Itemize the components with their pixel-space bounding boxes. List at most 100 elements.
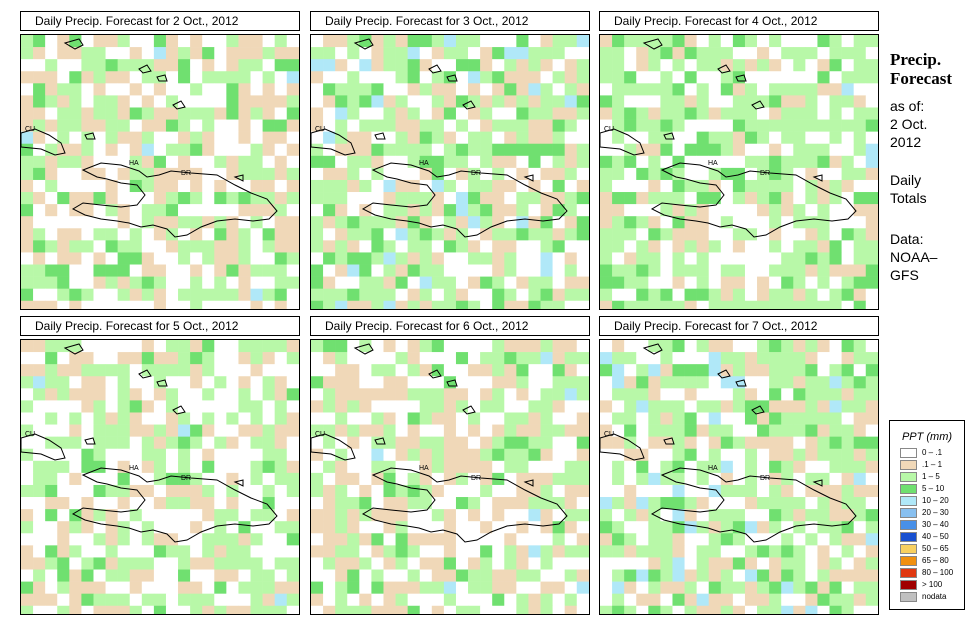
- precip-cell: [841, 521, 854, 534]
- precip-cell: [720, 240, 734, 253]
- coastline-path: [311, 433, 356, 461]
- precip-cell: [504, 400, 517, 413]
- precip-cell: [865, 509, 878, 522]
- precip-cell: [865, 424, 878, 437]
- precip-cell: [455, 472, 469, 486]
- precip-cell: [841, 228, 854, 241]
- precip-cell: [757, 376, 770, 389]
- precip-cell: [202, 605, 215, 614]
- precip-cell: [468, 107, 481, 120]
- precip-cell: [576, 204, 589, 217]
- precip-cell: [202, 497, 215, 510]
- precip-cell: [480, 436, 493, 450]
- precip-cell: [395, 388, 408, 401]
- precip-cell: [21, 460, 34, 474]
- country-label-cuba: CU: [315, 126, 325, 133]
- precip-cell: [33, 460, 46, 474]
- precip-cell: [431, 71, 445, 84]
- precip-cell: [564, 569, 578, 582]
- precip-cell: [600, 228, 613, 241]
- precip-cell: [153, 264, 167, 277]
- precip-cell: [214, 533, 227, 546]
- precip-cell: [347, 436, 360, 450]
- side-title: Precip. Forecast: [890, 50, 952, 88]
- precip-cell: [141, 472, 155, 486]
- precip-cell: [335, 216, 348, 229]
- precip-cell: [178, 509, 191, 522]
- precip-cell: [660, 95, 673, 108]
- precip-cell: [540, 376, 553, 389]
- precip-cell: [660, 288, 673, 302]
- precip-cell: [660, 228, 673, 241]
- precip-cell: [552, 436, 565, 450]
- precip-cell: [744, 352, 758, 365]
- precip-cell: [226, 364, 239, 377]
- country-label-dominican-republic: DR: [181, 475, 191, 482]
- precip-cell: [335, 228, 348, 241]
- precip-cell: [805, 484, 818, 498]
- precip-cell: [648, 340, 661, 353]
- precip-cell: [829, 264, 842, 277]
- precip-cell: [214, 288, 227, 302]
- source-block: Data: NOAA– GFS: [890, 230, 937, 284]
- precip-cell: [624, 264, 637, 277]
- precip-cell: [347, 484, 360, 498]
- precip-cell: [21, 509, 34, 522]
- precip-cell: [672, 252, 685, 265]
- precip-cell: [214, 143, 227, 157]
- precip-cell: [841, 264, 854, 277]
- precip-cell: [57, 497, 70, 510]
- precip-cell: [805, 569, 818, 582]
- precip-cell: [45, 252, 58, 265]
- precip-cell: [684, 83, 697, 96]
- precip-cell: [129, 264, 143, 277]
- precip-cell: [431, 581, 445, 594]
- precip-cell: [153, 352, 167, 365]
- precip-cell: [564, 557, 578, 570]
- precip-cell: [238, 376, 251, 389]
- legend-swatch: [900, 472, 917, 482]
- precip-cell: [793, 376, 806, 389]
- precip-cell: [504, 545, 517, 558]
- precip-cell: [660, 605, 673, 614]
- precip-cell: [21, 497, 34, 510]
- precip-cell: [684, 448, 697, 462]
- precip-cell: [117, 59, 131, 72]
- precip-cell: [468, 216, 481, 229]
- precip-cell: [93, 424, 106, 437]
- precip-cell: [552, 472, 565, 486]
- precip-cell: [516, 71, 529, 84]
- precip-cell: [443, 252, 457, 265]
- precip-cell: [395, 107, 408, 120]
- precip-cell: [636, 288, 649, 302]
- precip-cell: [564, 252, 578, 265]
- precip-cell: [431, 264, 445, 277]
- precip-cell: [757, 545, 770, 558]
- precip-cell: [443, 533, 457, 546]
- precip-cell: [359, 59, 372, 72]
- precip-cell: [443, 436, 457, 450]
- precip-cell: [720, 448, 734, 462]
- precip-cell: [129, 131, 143, 145]
- precip-cell: [817, 179, 830, 193]
- precip-cell: [516, 436, 529, 450]
- precip-cell: [33, 228, 46, 241]
- precip-cell: [274, 593, 288, 607]
- precip-cell: [528, 605, 541, 614]
- precip-cell: [504, 95, 517, 108]
- precip-cell: [468, 228, 481, 241]
- precip-cell: [419, 545, 433, 558]
- precip-cell: [552, 71, 565, 84]
- precip-cell: [841, 436, 854, 450]
- precip-cell: [853, 216, 867, 229]
- precip-cell: [829, 95, 842, 108]
- precip-cell: [21, 95, 34, 108]
- precip-cell: [757, 192, 770, 205]
- precip-cell: [105, 581, 118, 594]
- precip-cell: [793, 264, 806, 277]
- precip-cell: [153, 95, 167, 108]
- precip-cell: [865, 352, 878, 365]
- precip-cell: [708, 400, 722, 413]
- precip-cell: [612, 400, 625, 413]
- precip-cell: [528, 376, 541, 389]
